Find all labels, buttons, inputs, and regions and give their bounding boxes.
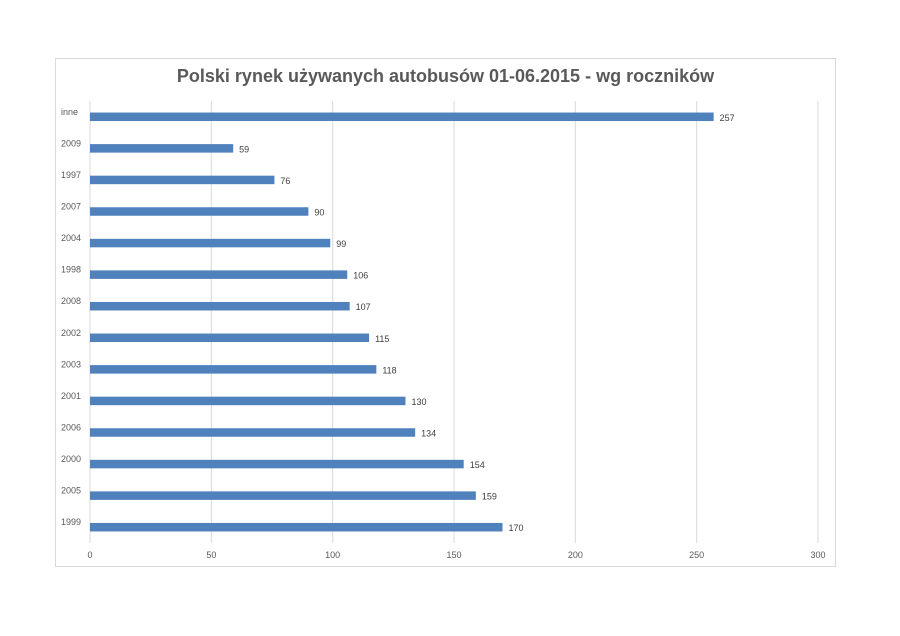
- labels: 0 50 100 150 200 250 300 inne 257 2009 59 1997 76 200…: [61, 107, 826, 560]
- x-tick-label: 200: [568, 550, 583, 560]
- x-tick-label: 0: [87, 550, 92, 560]
- bar: [90, 207, 309, 216]
- bar: [90, 333, 370, 343]
- y-tick-label: 2004: [61, 233, 81, 243]
- y-tick-label: 2009: [61, 138, 81, 148]
- data-label: 134: [421, 429, 436, 439]
- data-label: 59: [239, 144, 249, 154]
- y-tick-label: 2007: [61, 202, 81, 212]
- data-label: 106: [353, 271, 368, 281]
- bar: [90, 175, 275, 185]
- y-tick-label: 2001: [61, 391, 81, 401]
- data-label: 118: [382, 365, 396, 375]
- bar: [90, 522, 503, 532]
- data-label: 154: [470, 460, 485, 470]
- bar: [90, 144, 234, 153]
- bar: [90, 301, 350, 311]
- y-tick-label: 2005: [61, 486, 81, 496]
- y-tick-label: 2002: [61, 328, 81, 338]
- data-label: 90: [314, 208, 324, 218]
- data-label: 99: [336, 239, 346, 249]
- data-label: 257: [720, 113, 735, 123]
- y-tick-label: 2008: [61, 296, 81, 306]
- y-tick-label: 2000: [61, 454, 81, 464]
- y-tick-label: 1997: [61, 170, 81, 180]
- data-label: 115: [375, 334, 389, 344]
- data-label: 76: [280, 176, 290, 186]
- x-tick-label: 300: [810, 550, 825, 560]
- y-tick-label: inne: [61, 107, 78, 117]
- y-tick-label: 1998: [61, 265, 81, 275]
- bar: [90, 365, 377, 374]
- chart-frame: [55, 58, 836, 567]
- gridlines: [89, 101, 819, 543]
- bar: [90, 112, 714, 122]
- data-label: 107: [356, 302, 371, 312]
- chart-title: Polski rynek używanych autobusów 01-06.2…: [176, 66, 715, 86]
- x-tick-label: 100: [325, 550, 340, 560]
- bar: [90, 396, 406, 406]
- bar: [90, 459, 464, 469]
- y-tick-label: 2006: [61, 423, 81, 433]
- data-label: 130: [411, 397, 426, 407]
- x-tick-label: 250: [689, 550, 704, 560]
- bars: [90, 112, 714, 532]
- bar: [90, 491, 476, 500]
- data-label: 170: [509, 523, 524, 533]
- x-tick-label: 50: [206, 550, 216, 560]
- bar: [90, 428, 416, 437]
- y-tick-label: 2003: [61, 359, 81, 369]
- data-label: 159: [482, 492, 497, 502]
- x-tick-label: 150: [446, 550, 461, 560]
- y-tick-label: 1999: [61, 517, 81, 527]
- bar: [90, 238, 331, 248]
- bar: [90, 270, 348, 279]
